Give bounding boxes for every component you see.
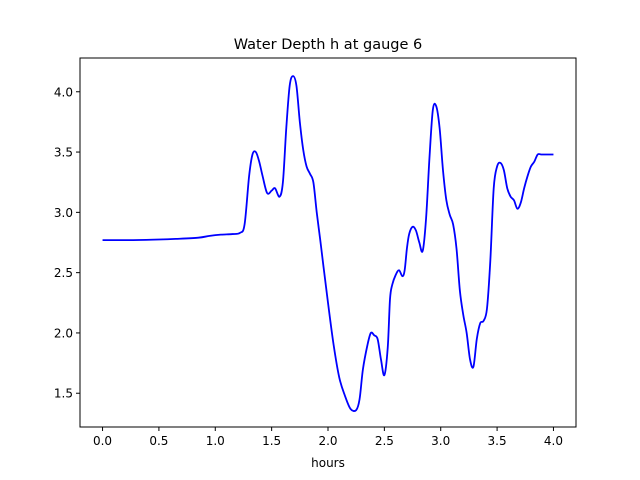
x-tick-label: 3.0 — [431, 434, 450, 448]
x-tick-label: 4.0 — [544, 434, 563, 448]
y-axis-ticks: 1.5 2.0 2.5 3.0 3.5 4.0 — [54, 85, 80, 401]
x-tick-label: 0.5 — [149, 434, 168, 448]
x-tick-label: 2.0 — [318, 434, 337, 448]
x-tick-label: 3.5 — [488, 434, 507, 448]
x-tick-label: 0.0 — [93, 434, 112, 448]
chart-title: Water Depth h at gauge 6 — [234, 37, 422, 53]
x-tick-label: 1.5 — [262, 434, 281, 448]
y-tick-label: 1.5 — [54, 387, 73, 401]
x-axis-label: hours — [311, 456, 345, 470]
plot-area — [102, 75, 554, 412]
y-tick-label: 3.5 — [54, 146, 73, 160]
y-tick-label: 4.0 — [54, 85, 73, 99]
x-axis-ticks: 0.0 0.5 1.0 1.5 2.0 2.5 3.0 3.5 4.0 — [93, 427, 563, 448]
axes-frame — [79, 57, 577, 428]
series-line-0 — [102, 75, 554, 412]
y-tick-label: 2.0 — [54, 326, 73, 340]
x-tick-label: 1.0 — [206, 434, 225, 448]
x-tick-label: 2.5 — [375, 434, 394, 448]
y-tick-label: 3.0 — [54, 206, 73, 220]
y-tick-label: 2.5 — [54, 266, 73, 280]
